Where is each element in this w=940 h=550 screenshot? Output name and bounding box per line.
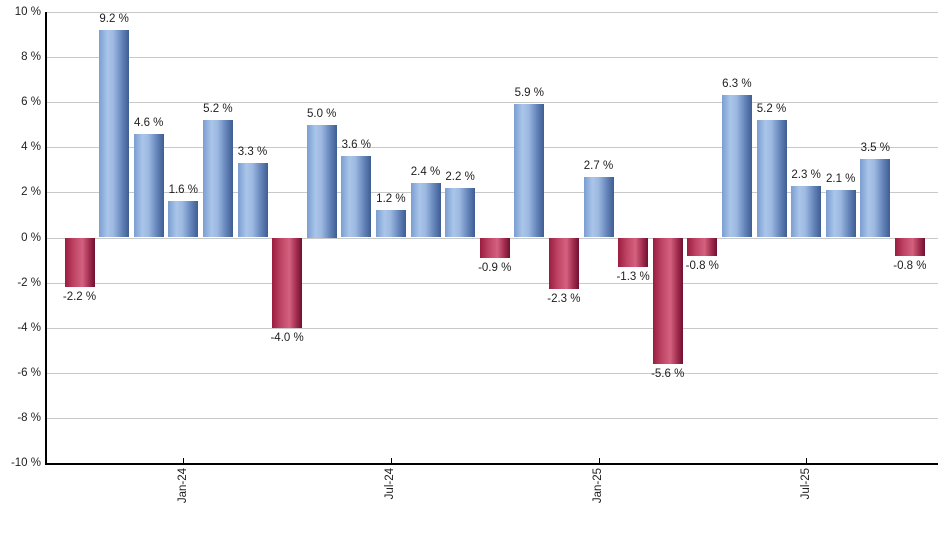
gridline xyxy=(45,417,938,419)
gridline xyxy=(45,147,938,149)
y-axis-label: 8 % xyxy=(21,51,41,64)
bar-positive xyxy=(202,120,233,238)
bar-positive xyxy=(445,187,476,238)
bar-value-label: 4.6 % xyxy=(133,116,164,129)
x-axis-label: Jan-25 xyxy=(592,468,604,504)
bar-value-label: 2.4 % xyxy=(410,166,441,179)
bar-positive xyxy=(410,183,441,238)
bar-value-label: 5.2 % xyxy=(203,103,233,116)
bar-positive xyxy=(306,124,337,238)
bar-value-label: 9.2 % xyxy=(99,13,129,26)
bar-positive xyxy=(133,133,164,238)
x-axis-label: Jul-25 xyxy=(799,468,812,500)
bar-value-label: -0.8 % xyxy=(893,259,927,272)
y-axis xyxy=(45,12,47,465)
bar-positive xyxy=(341,156,372,238)
x-axis-label: Jul-24 xyxy=(384,468,397,500)
bar-value-label: 5.2 % xyxy=(756,103,787,116)
bar-positive xyxy=(860,158,891,238)
bar-value-label: -2.3 % xyxy=(547,293,581,306)
bar-negative xyxy=(548,237,579,290)
bar-value-label: 2.7 % xyxy=(583,159,614,172)
bar-negative xyxy=(652,237,683,364)
gridline xyxy=(45,327,938,329)
bar-positive xyxy=(791,185,822,238)
x-axis-tick xyxy=(598,458,600,464)
bar-positive xyxy=(756,120,787,238)
bar-positive xyxy=(168,201,199,238)
bar-value-label: -2.2 % xyxy=(62,291,97,304)
bar-negative xyxy=(479,237,510,258)
x-axis-tick xyxy=(390,458,392,464)
x-axis-label: Jan-24 xyxy=(176,468,189,504)
y-axis-label: 2 % xyxy=(21,186,41,199)
gridline xyxy=(45,102,938,104)
bar-value-label: -0.8 % xyxy=(685,259,719,272)
bar-value-label: -4.0 % xyxy=(270,331,304,344)
bar-positive xyxy=(514,104,545,238)
bar-positive xyxy=(99,30,130,238)
bar-positive xyxy=(583,176,614,238)
y-axis-label: 10 % xyxy=(14,6,41,18)
bar-value-label: 1.2 % xyxy=(376,193,406,206)
bar-negative xyxy=(687,237,718,256)
bar-positive xyxy=(721,95,752,238)
gridline xyxy=(45,12,938,13)
x-axis-tick xyxy=(183,458,185,464)
bar-value-label: -1.3 % xyxy=(616,270,650,283)
gridline xyxy=(45,192,938,194)
bar-value-label: 3.6 % xyxy=(341,139,372,152)
bar-value-label: 5.9 % xyxy=(514,87,545,100)
y-axis-label: -2 % xyxy=(17,276,41,289)
bar-value-label: 2.3 % xyxy=(791,168,821,181)
gridline xyxy=(45,57,938,59)
bar-negative xyxy=(272,237,303,328)
y-axis-label: -10 % xyxy=(10,457,41,469)
bar-positive xyxy=(237,163,268,238)
gridline xyxy=(45,372,938,374)
bar-value-label: 3.5 % xyxy=(860,141,891,154)
bar-value-label: 5.0 % xyxy=(306,107,337,120)
bar-negative xyxy=(894,237,925,256)
bar-value-label: -5.6 % xyxy=(651,367,685,380)
bar-value-label: 6.3 % xyxy=(722,78,752,91)
bar-positive xyxy=(825,190,856,238)
bar-positive xyxy=(375,210,406,238)
bar-negative xyxy=(618,237,649,267)
y-axis-label: -8 % xyxy=(17,411,41,424)
bar-value-label: -0.9 % xyxy=(478,261,512,274)
y-axis-label: -4 % xyxy=(17,321,41,334)
gridline xyxy=(45,282,938,284)
bar-value-label: 1.6 % xyxy=(168,184,199,197)
bar-value-label: 3.3 % xyxy=(237,146,268,159)
bar-negative xyxy=(64,237,95,288)
y-axis-label: 6 % xyxy=(21,96,41,109)
bar-value-label: 2.1 % xyxy=(825,173,856,186)
y-axis-label: 4 % xyxy=(21,141,41,154)
x-axis-tick xyxy=(806,458,808,464)
y-axis-label: 0 % xyxy=(21,231,41,244)
bar-value-label: 2.2 % xyxy=(445,170,475,183)
y-axis-label: -6 % xyxy=(17,366,41,379)
x-axis xyxy=(45,463,938,465)
